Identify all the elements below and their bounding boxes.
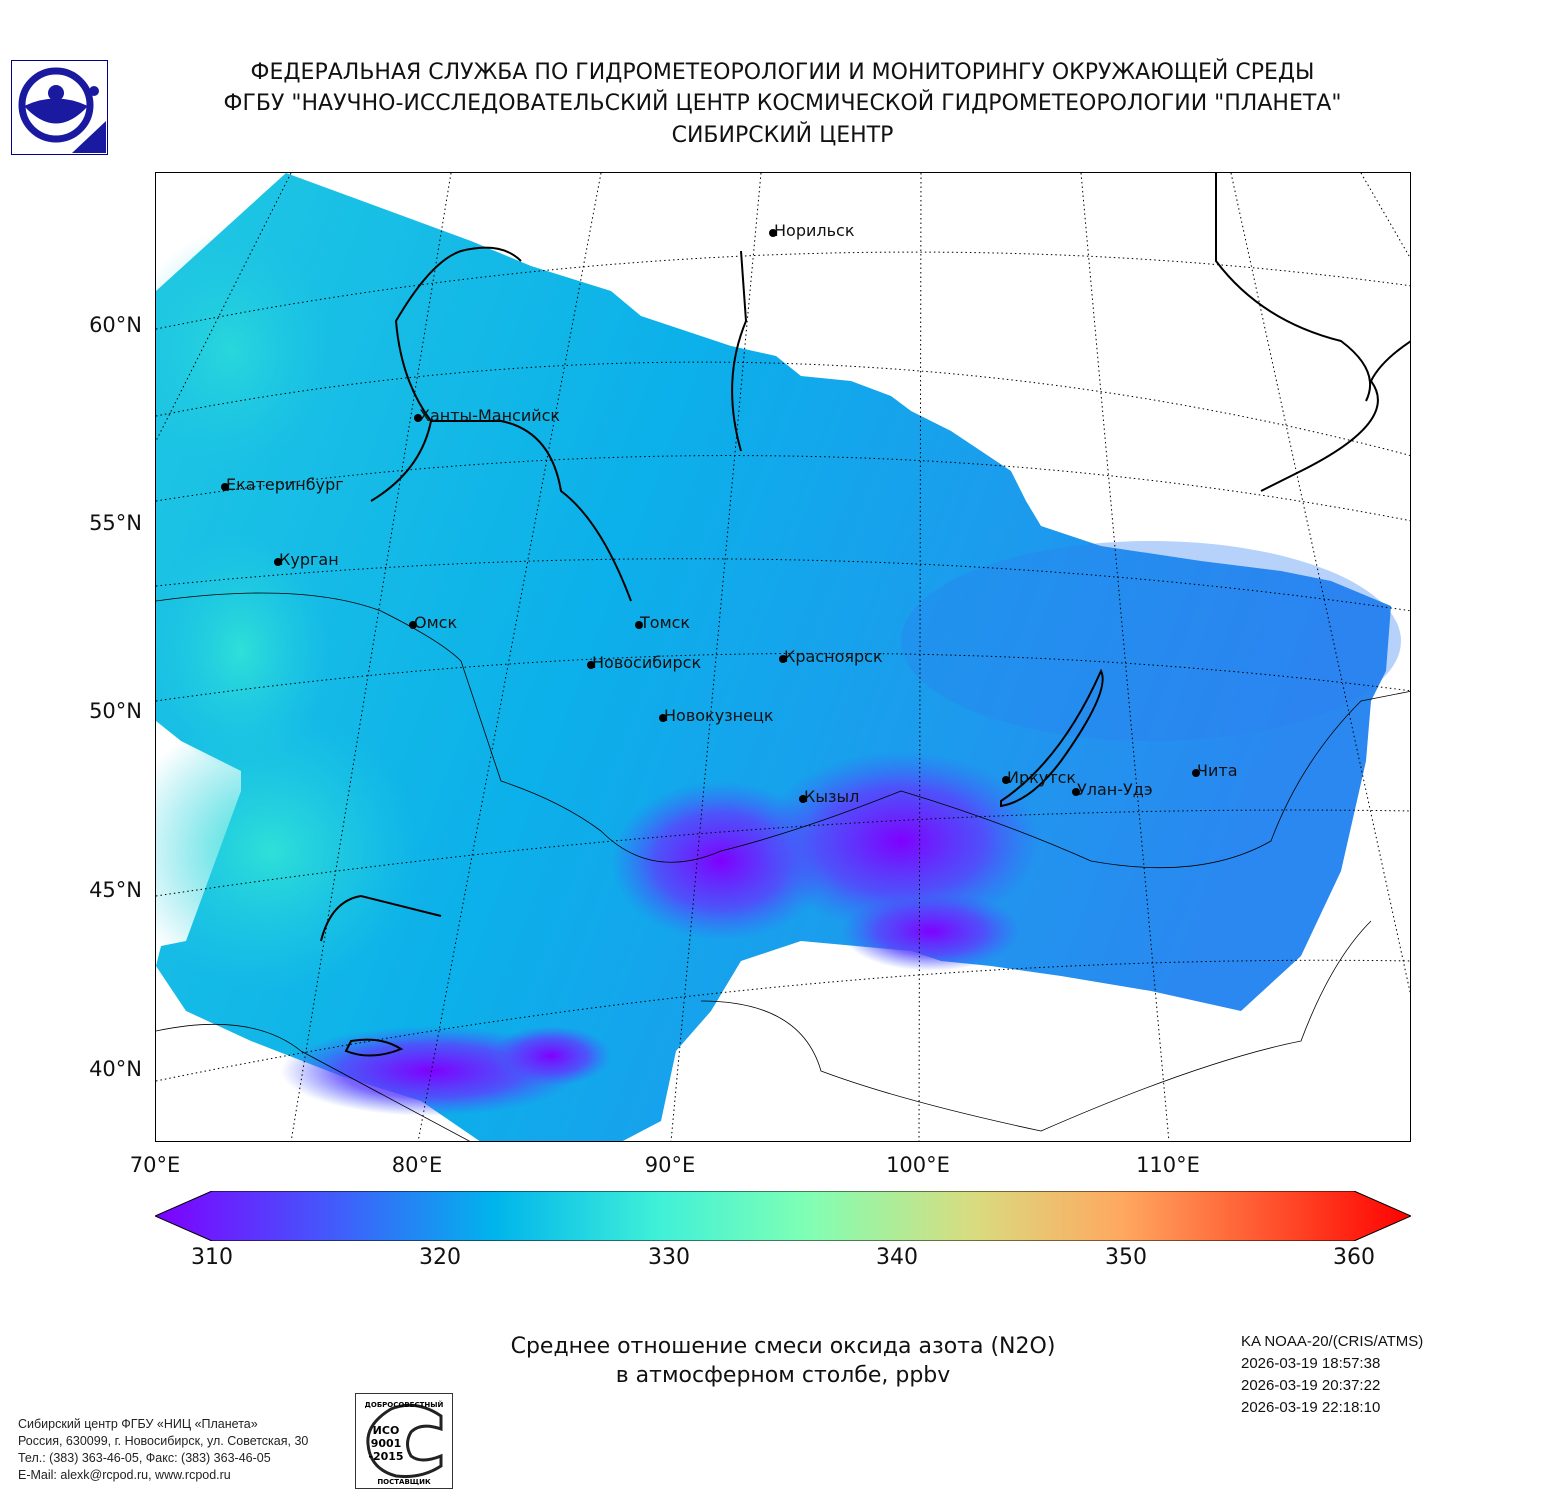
header-line-2: ФГБУ "НАУЧНО-ИССЛЕДОВАТЕЛЬСКИЙ ЦЕНТР КОС… [223,91,1342,116]
colorbar-tick: 310 [191,1245,233,1270]
colorbar-tick: 350 [1105,1245,1147,1270]
svg-text:9001: 9001 [371,1437,402,1450]
city-label: Норильск [769,221,855,240]
pass-time: 2026-03-19 22:18:10 [1241,1399,1381,1416]
city-label: Новокузнецк [659,706,774,725]
svg-text:ИСО: ИСО [373,1424,400,1437]
city-label: Иркутск [1001,768,1077,787]
header-line-3: СИБИРСКИЙ ЦЕНТР [671,123,894,148]
caption-line-1: Среднее отношение смеси оксида азота (N2… [510,1334,1056,1359]
svg-text:-2015: -2015 [368,1450,403,1463]
pass-time: 2026-03-19 20:37:22 [1241,1377,1381,1394]
footer-line: Россия, 630099, г. Новосибирск, ул. Сове… [18,1434,309,1448]
colorbar-tick: 360 [1333,1245,1375,1270]
lat-label: 55°N [89,511,142,535]
iso-badge: ДОБРОСОВЕСТНЫЙ ИСО 9001 -2015 ПОСТАВЩИК [355,1393,453,1489]
map-frame: Норильск Ханты-Мансийск Екатеринбург Кур… [155,172,1411,1142]
colorbar-tick: 320 [419,1245,461,1270]
rivers-coastlines [320,173,1410,1057]
svg-text:ПОСТАВЩИК: ПОСТАВЩИК [377,1478,431,1486]
svg-text:ДОБРОСОВЕСТНЫЙ: ДОБРОСОВЕСТНЫЙ [365,1400,444,1409]
city-label: Красноярск [779,647,883,666]
city-label: Чита [1192,761,1238,780]
lat-label: 45°N [89,878,142,902]
header-line-1: ФЕДЕРАЛЬНАЯ СЛУЖБА ПО ГИДРОМЕТЕОРОЛОГИИ … [250,60,1315,85]
lat-label: 60°N [89,313,142,337]
city-label: Омск [408,613,458,632]
city-label: Екатеринбург [221,475,344,494]
footer-line: Тел.: (383) 363-46-05, Факс: (383) 363-4… [18,1451,271,1465]
lat-label: 40°N [89,1057,142,1081]
pass-time: 2026-03-19 18:57:38 [1241,1355,1381,1372]
lon-label: 70°E [129,1153,181,1177]
lat-label: 50°N [89,699,142,723]
colorbar [153,1190,1413,1242]
planeta-logo [11,60,108,155]
satellite-name: KA NOAA-20/(CRIS/ATMS) [1241,1333,1424,1350]
lon-label: 110°E [1136,1153,1200,1177]
borders [156,592,1410,1141]
city-label: Курган [274,550,339,569]
satellite-info: KA NOAA-20/(CRIS/ATMS) 2026-03-19 18:57:… [1241,1331,1423,1419]
lon-label: 80°E [391,1153,443,1177]
city-label: Новосибирск [586,653,702,672]
lon-label: 90°E [644,1153,696,1177]
n2o-field [156,173,1391,1141]
caption-line-2: в атмосферном столбе, ppbv [615,1363,951,1388]
city-label: Кызыл [798,787,860,806]
colorbar-tick: 340 [876,1245,918,1270]
city-label: Ханты-Мансийск [413,406,561,425]
lon-label: 100°E [886,1153,950,1177]
graticule [156,173,1410,1141]
city-label: Улан-Удэ [1072,780,1153,799]
colorbar-tick: 330 [648,1245,690,1270]
footer-line: E-Mail: alexk@rcpod.ru, www.rcpod.ru [18,1468,231,1482]
city-label: Томск [634,613,691,632]
footer-line: Сибирский центр ФГБУ «НИЦ «Планета» [18,1417,258,1431]
footer-address: Сибирский центр ФГБУ «НИЦ «Планета» Росс… [18,1416,308,1484]
map-canvas [156,173,1410,1141]
